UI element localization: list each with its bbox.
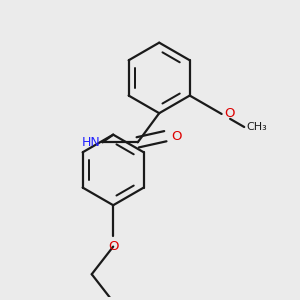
Text: O: O xyxy=(171,130,181,143)
Text: O: O xyxy=(108,240,119,253)
Text: CH₃: CH₃ xyxy=(247,122,267,132)
Text: O: O xyxy=(225,107,235,121)
Text: HN: HN xyxy=(82,136,101,149)
